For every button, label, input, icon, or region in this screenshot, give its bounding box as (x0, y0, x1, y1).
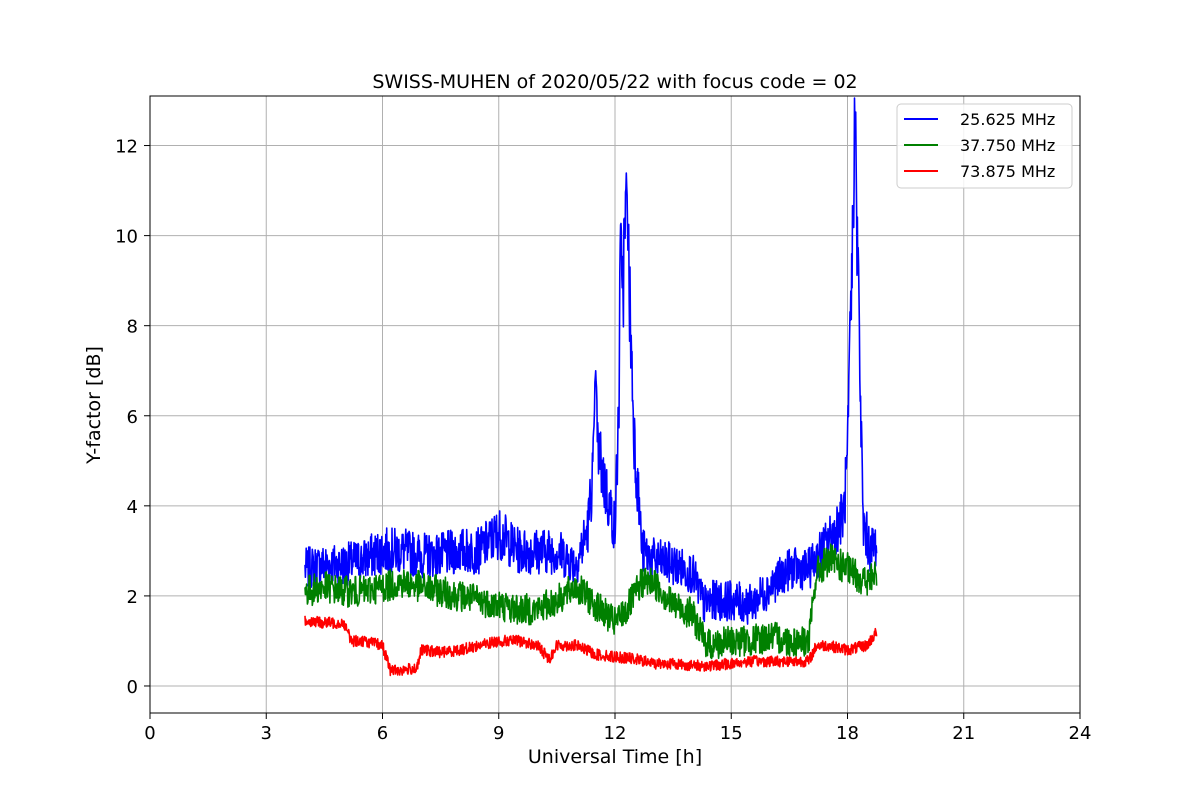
legend-label-2: 37.750 MHz (960, 136, 1055, 155)
x-axis-label: Universal Time [h] (528, 746, 702, 768)
y-tick-label: 12 (115, 137, 138, 158)
legend-items: 25.625 MHz 37.750 MHz 73.875 MHz (904, 110, 1055, 181)
x-tick-label: 0 (144, 723, 155, 744)
y-axis-ticks: 0 2 4 6 8 10 12 (115, 137, 150, 698)
grid-lines (149, 96, 1081, 713)
y-tick-label: 10 (115, 227, 138, 248)
x-tick-label: 12 (604, 723, 627, 744)
x-tick-label: 24 (1069, 723, 1092, 744)
x-tick-label: 9 (493, 723, 504, 744)
y-axis-label: Y-factor [dB] (83, 346, 105, 465)
x-tick-label: 6 (377, 723, 388, 744)
series-line-1 (304, 97, 878, 625)
y-tick-label: 8 (127, 317, 138, 338)
legend-label-1: 25.625 MHz (960, 110, 1055, 129)
series-line-3 (304, 615, 878, 677)
y-tick-label: 0 (127, 677, 138, 698)
y-tick-label: 4 (127, 497, 138, 518)
legend-label-3: 73.875 MHz (960, 162, 1055, 181)
series-layer (304, 97, 878, 677)
y-tick-label: 2 (127, 587, 138, 608)
x-tick-label: 3 (261, 723, 272, 744)
x-tick-label: 15 (720, 723, 743, 744)
legend-box (896, 103, 1073, 189)
chart-title: SWISS-MUHEN of 2020/05/22 with focus cod… (372, 71, 857, 93)
legend: 25.625 MHz 37.750 MHz 73.875 MHz (896, 103, 1073, 189)
x-axis-ticks: 0 3 6 9 12 15 18 21 24 (144, 713, 1091, 744)
x-tick-label: 21 (952, 723, 975, 744)
x-tick-label: 18 (836, 723, 859, 744)
y-tick-label: 6 (127, 407, 138, 428)
series-line-2 (304, 543, 878, 660)
